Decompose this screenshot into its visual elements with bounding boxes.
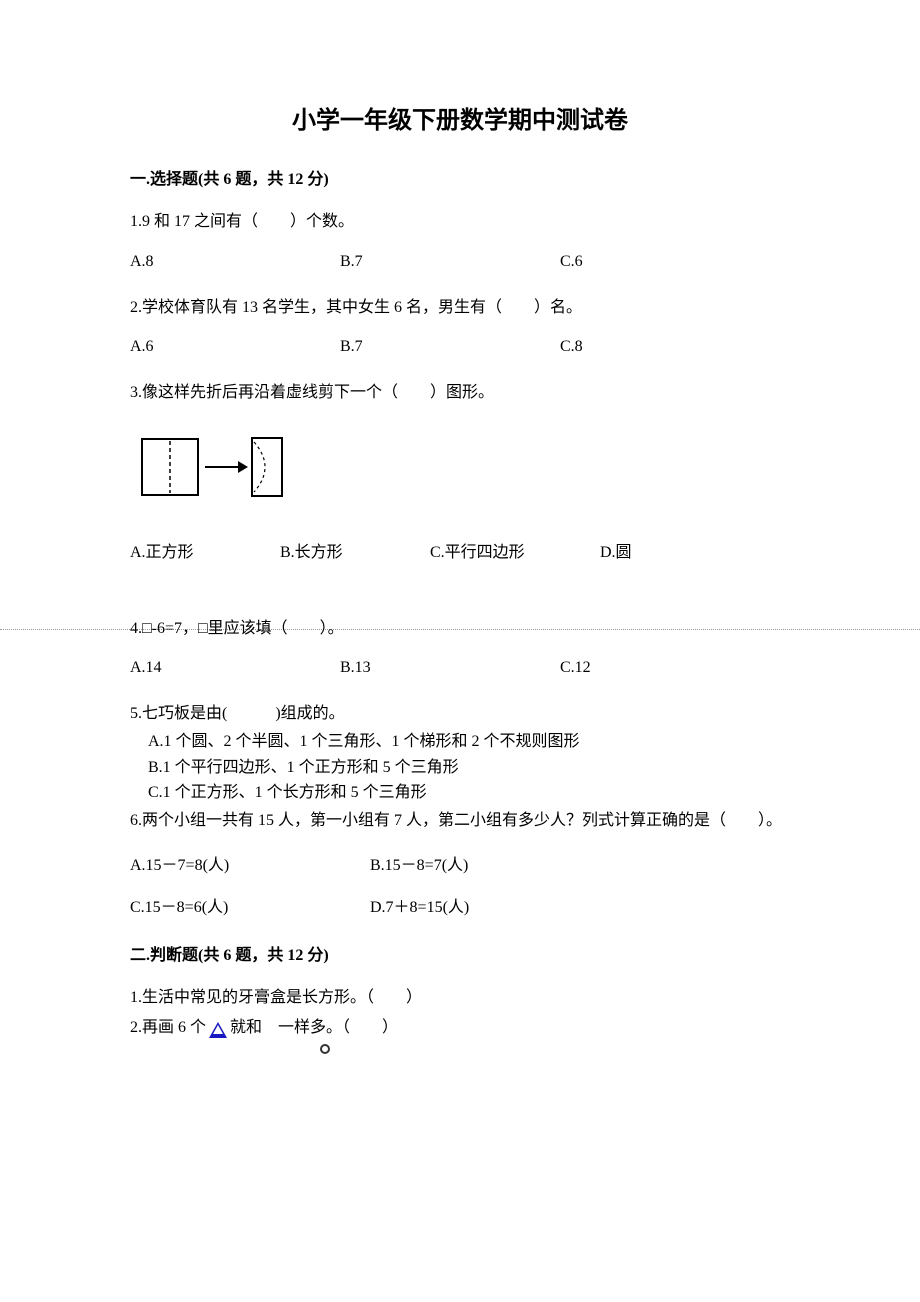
q4-options: A.14 B.13 C.12 bbox=[130, 659, 790, 677]
s2-q2-row: 2.再画 6 个 就和 一样多。（ ） bbox=[130, 1015, 790, 1041]
q6-options: A.15－7=8(人) B.15－8=7(人) C.15－8=6(人) D.7＋… bbox=[130, 851, 790, 917]
section-2-header: 二.判断题(共 6 题，共 12 分) bbox=[130, 941, 790, 965]
s2-q1-text: 1.生活中常见的牙膏盒是长方形。（ ） bbox=[130, 985, 790, 1011]
q1-option-b: B.7 bbox=[340, 253, 560, 271]
q3-figure bbox=[130, 436, 790, 498]
q3-option-a: A.正方形 bbox=[130, 538, 280, 562]
s2-q2-circle-row bbox=[130, 1039, 790, 1057]
arrow-right-icon bbox=[200, 437, 250, 497]
q1-option-c: C.6 bbox=[560, 253, 583, 271]
q1-options: A.8 B.7 C.6 bbox=[130, 253, 790, 271]
q6-option-c: C.15－8=6(人) bbox=[130, 893, 370, 917]
q3-text: 3.像这样先折后再沿着虚线剪下一个（ ）图形。 bbox=[130, 380, 790, 406]
q2-option-a: A.6 bbox=[130, 338, 340, 356]
fold-square-icon bbox=[140, 437, 200, 497]
q2-text: 2.学校体育队有 13 名学生，其中女生 6 名，男生有（ ）名。 bbox=[130, 295, 790, 321]
q4-option-b: B.13 bbox=[340, 659, 560, 677]
q5-option-b: B.1 个平行四边形、1 个正方形和 5 个三角形 bbox=[130, 755, 790, 781]
triangle-icon bbox=[209, 1022, 227, 1038]
q1-option-a: A.8 bbox=[130, 253, 340, 271]
q5-option-a: A.1 个圆、2 个半圆、1 个三角形、1 个梯形和 2 个不规则图形 bbox=[130, 729, 790, 755]
q6-option-d: D.7＋8=15(人) bbox=[370, 893, 469, 917]
q3-option-c: C.平行四边形 bbox=[430, 538, 600, 562]
page-title: 小学一年级下册数学期中测试卷 bbox=[130, 100, 790, 135]
fold-half-icon bbox=[250, 436, 288, 498]
q2-option-c: C.8 bbox=[560, 338, 583, 356]
q1-text: 1.9 和 17 之间有（ ）个数。 bbox=[130, 209, 790, 235]
q2-options: A.6 B.7 C.8 bbox=[130, 338, 790, 356]
section-1-header: 一.选择题(共 6 题，共 12 分) bbox=[130, 165, 790, 189]
q4-option-a: A.14 bbox=[130, 659, 340, 677]
q3-option-b: B.长方形 bbox=[280, 538, 430, 562]
q4-text: 4.□-6=7，□里应该填（ ）。 bbox=[130, 616, 790, 642]
s2-q2-text-b: 就和 一样多。（ ） bbox=[230, 1015, 398, 1041]
q2-option-b: B.7 bbox=[340, 338, 560, 356]
q6-text: 6.两个小组一共有 15 人，第一小组有 7 人，第二小组有多少人？列式计算正确… bbox=[130, 808, 790, 834]
q4-option-c: C.12 bbox=[560, 659, 591, 677]
q5-option-c: C.1 个正方形、1 个长方形和 5 个三角形 bbox=[130, 780, 790, 806]
q5-text: 5.七巧板是由( )组成的。 bbox=[130, 701, 790, 727]
small-circle-icon bbox=[320, 1044, 330, 1054]
s2-q2-text-a: 2.再画 6 个 bbox=[130, 1015, 206, 1041]
q3-option-d: D.圆 bbox=[600, 538, 632, 562]
q6-option-b: B.15－8=7(人) bbox=[370, 851, 468, 875]
q3-options: A.正方形 B.长方形 C.平行四边形 D.圆 bbox=[130, 538, 790, 562]
q6-option-a: A.15－7=8(人) bbox=[130, 851, 370, 875]
